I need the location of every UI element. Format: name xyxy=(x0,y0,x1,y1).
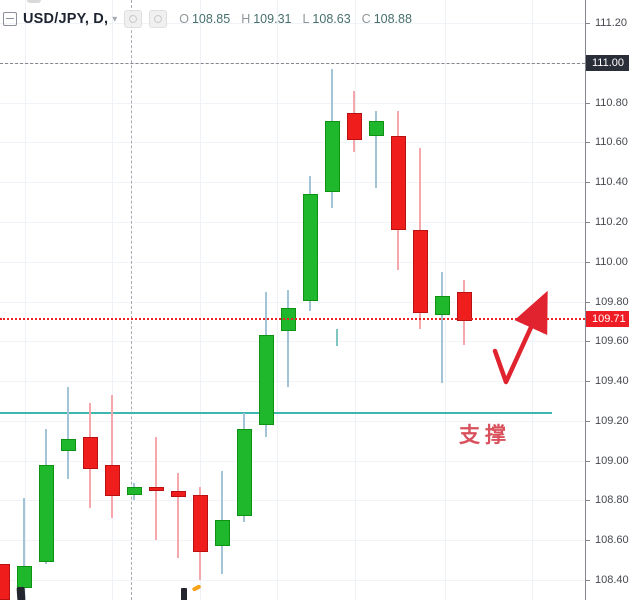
candle-wick xyxy=(287,289,289,388)
candle-wick xyxy=(67,387,69,479)
candle-body xyxy=(105,464,120,497)
session-high-line xyxy=(0,62,585,64)
v-gridline xyxy=(112,0,113,600)
h-gridline xyxy=(0,500,585,502)
h-gridline xyxy=(0,301,585,303)
support-label: 支撑 xyxy=(459,424,511,447)
candle-body xyxy=(17,566,32,588)
ohlc-values: O 108.85 H 109.31 L 108.63 C 108.88 xyxy=(179,12,412,26)
h-gridline xyxy=(0,460,585,462)
candle-body xyxy=(39,464,54,563)
candle-body xyxy=(127,486,142,495)
v-gridline xyxy=(25,0,26,600)
ohlc-item: C 108.88 xyxy=(361,12,412,26)
candle-body xyxy=(149,486,164,491)
candle-body xyxy=(347,112,362,141)
ohlc-item: L 108.63 xyxy=(302,12,351,26)
price-axis[interactable]: 111.20111.00110.80110.60110.40110.20110.… xyxy=(585,0,629,600)
up-arrow-annotation[interactable] xyxy=(0,0,585,600)
ohlc-item: H 109.31 xyxy=(241,12,292,26)
candle-body xyxy=(237,428,252,517)
candle-body xyxy=(303,194,318,302)
toolbar-cut-mark xyxy=(27,0,41,3)
h-gridline xyxy=(0,381,585,383)
wick-fragment xyxy=(336,329,338,346)
candle-wick xyxy=(23,498,25,598)
h-gridline xyxy=(0,102,585,104)
hidden-study-icon[interactable] xyxy=(149,10,168,28)
candle-body xyxy=(259,335,274,425)
candle-body xyxy=(413,229,428,314)
v-gridline xyxy=(532,0,533,600)
h-gridline xyxy=(0,540,585,542)
h-gridline xyxy=(0,261,585,263)
h-gridline xyxy=(0,420,585,422)
h-gridline xyxy=(0,221,585,223)
candle-body xyxy=(83,436,98,469)
chart-plot-area[interactable]: 支撑 USD/JPY, D, ▾ O 108.85 H 109.31 L 108.63 C 1… xyxy=(0,0,585,600)
support-trendline[interactable] xyxy=(0,411,552,414)
current-price-badge: 109.71 xyxy=(586,311,629,328)
h-gridline xyxy=(0,23,585,24)
h-gridline xyxy=(0,142,585,144)
h-gridline xyxy=(0,580,585,581)
candle-wick xyxy=(177,472,179,559)
hidden-study-icon[interactable] xyxy=(124,10,143,28)
session-high-badge: 111.00 xyxy=(586,54,629,71)
candle-wick xyxy=(441,271,443,384)
candle-body xyxy=(61,438,76,451)
candle-body xyxy=(369,120,384,137)
v-gridline xyxy=(355,0,356,600)
ohlc-item: O 108.85 xyxy=(179,12,231,26)
watermark-fragment xyxy=(181,588,187,600)
h-gridline xyxy=(0,341,585,343)
candle-body xyxy=(325,120,340,193)
symbol-title[interactable]: USD/JPY, D, xyxy=(23,11,109,27)
candle-body xyxy=(457,291,472,322)
v-gridline xyxy=(277,0,278,600)
candle-body xyxy=(215,520,230,547)
candle-body xyxy=(193,494,208,553)
candle-body xyxy=(0,564,10,600)
h-gridline xyxy=(0,182,585,184)
current-price-line xyxy=(0,318,585,321)
v-gridline xyxy=(200,0,201,600)
candle-body xyxy=(391,136,406,230)
chevron-down-icon[interactable]: ▾ xyxy=(112,13,118,25)
dashed-vertical-line xyxy=(131,0,132,600)
candle-wick xyxy=(111,395,113,519)
symbol-menu-icon[interactable] xyxy=(3,12,17,26)
chart-legend: USD/JPY, D, ▾ O 108.85 H 109.31 L 108.63 C 108.… xyxy=(3,9,412,29)
candle-wick xyxy=(375,110,377,189)
candle-body xyxy=(171,490,186,497)
watermark-fragment xyxy=(16,586,26,600)
candle-body xyxy=(435,295,450,316)
